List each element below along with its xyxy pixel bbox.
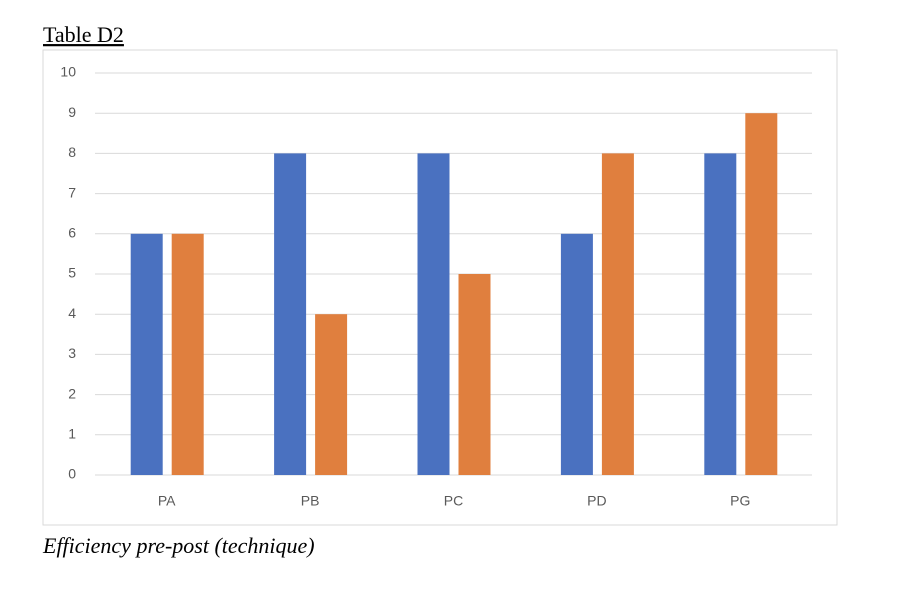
bar [745, 113, 778, 475]
chart-caption: Efficiency pre-post (technique) [42, 533, 315, 558]
bar [171, 233, 204, 475]
chart-frame [42, 49, 838, 526]
bar [130, 233, 163, 475]
y-tick-label: 3 [68, 345, 76, 361]
y-tick-label: 0 [68, 466, 76, 482]
y-tick-label: 5 [68, 265, 76, 281]
bar [315, 314, 348, 475]
x-tick-label: PB [301, 493, 320, 509]
y-tick-label: 2 [68, 385, 76, 401]
y-tick-label: 10 [60, 64, 76, 80]
x-tick-label: PD [587, 493, 606, 509]
bar [458, 274, 491, 475]
bar [560, 233, 593, 475]
x-tick-label: PA [158, 493, 176, 509]
y-tick-label: 7 [68, 184, 76, 200]
x-tick-label: PG [730, 493, 750, 509]
y-tick-label: 8 [68, 144, 76, 160]
bar [274, 153, 307, 475]
bar [704, 153, 737, 475]
y-tick-label: 6 [68, 225, 76, 241]
bar [601, 153, 634, 475]
y-tick-label: 4 [68, 305, 76, 321]
y-tick-label: 9 [68, 104, 76, 120]
bar [417, 153, 450, 475]
x-tick-label: PC [444, 493, 463, 509]
chart-title: Table D2 [43, 22, 124, 47]
y-tick-label: 1 [68, 426, 76, 442]
